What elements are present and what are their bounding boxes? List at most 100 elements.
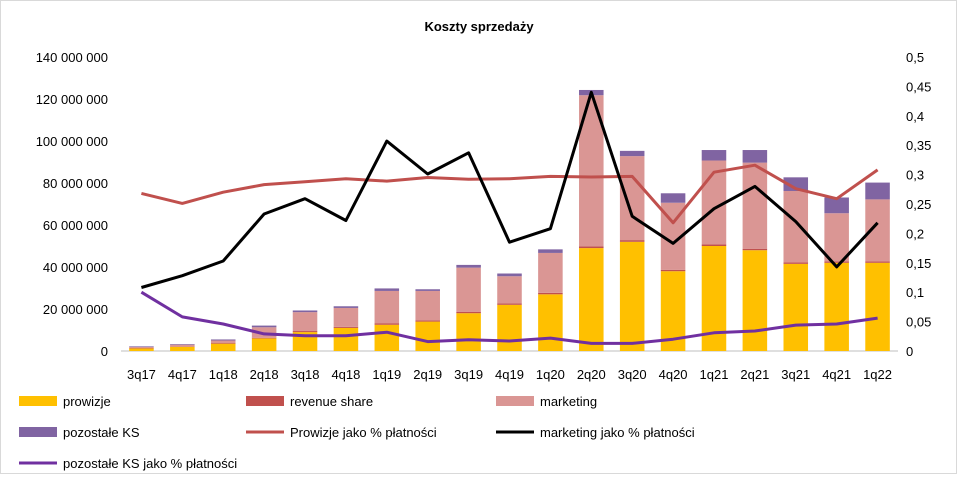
bar-segment bbox=[579, 246, 604, 248]
bar-segment bbox=[538, 293, 563, 294]
left-axis-tick-label: 20 000 000 bbox=[43, 302, 108, 317]
right-axis-tick-label: 0,45 bbox=[906, 79, 931, 94]
bar-segment bbox=[334, 308, 359, 327]
bar-segment bbox=[497, 304, 522, 305]
bar-segment bbox=[375, 323, 400, 324]
left-axis-tick-label: 140 000 000 bbox=[36, 50, 108, 65]
bar-segment bbox=[620, 156, 645, 240]
chart-title: Koszty sprzedaży bbox=[424, 19, 534, 34]
bar-segment bbox=[497, 276, 522, 303]
legend-swatch bbox=[496, 396, 534, 406]
left-axis-tick-label: 60 000 000 bbox=[43, 218, 108, 233]
bar-segment bbox=[620, 151, 645, 156]
series-line bbox=[141, 165, 877, 223]
bar-segment bbox=[415, 320, 440, 321]
x-tick-label: 4q18 bbox=[331, 367, 360, 382]
x-tick-label: 1q20 bbox=[536, 367, 565, 382]
bar-segment bbox=[661, 270, 686, 271]
series-line bbox=[141, 92, 877, 287]
left-axis-tick-label: 80 000 000 bbox=[43, 176, 108, 191]
legend-label: Prowizje jako % płatności bbox=[290, 425, 437, 440]
bar-segment bbox=[293, 310, 318, 312]
bar-segment bbox=[211, 341, 236, 344]
bar-segment bbox=[743, 249, 768, 250]
bar-segment bbox=[293, 331, 318, 332]
bar-segment bbox=[783, 264, 808, 351]
x-tick-label: 4q20 bbox=[659, 367, 688, 382]
x-tick-label: 1q21 bbox=[700, 367, 729, 382]
bar-segment bbox=[456, 268, 481, 312]
bar-segment bbox=[170, 345, 195, 347]
right-axis-tick-label: 0,25 bbox=[906, 197, 931, 212]
bar-segment bbox=[129, 346, 154, 347]
bar-segment bbox=[824, 213, 849, 261]
legend-label: pozostałe KS bbox=[63, 425, 140, 440]
bar-segment bbox=[375, 288, 400, 291]
x-tick-label: 2q18 bbox=[250, 367, 279, 382]
right-axis-tick-label: 0,15 bbox=[906, 256, 931, 271]
legend-label: prowizje bbox=[63, 394, 111, 409]
x-tick-label: 1q19 bbox=[372, 367, 401, 382]
bar-segment bbox=[865, 263, 890, 351]
right-axis-tick-label: 0,1 bbox=[906, 285, 924, 300]
legend-label: marketing bbox=[540, 394, 597, 409]
right-axis-tick-label: 0,05 bbox=[906, 315, 931, 330]
bar-segment bbox=[415, 291, 440, 320]
bar-segment bbox=[211, 344, 236, 351]
bar-segment bbox=[170, 344, 195, 345]
legend-swatch bbox=[246, 396, 284, 406]
bar-segment bbox=[456, 313, 481, 351]
bar-segment bbox=[538, 294, 563, 351]
bar-segment bbox=[415, 289, 440, 291]
bars bbox=[129, 90, 890, 351]
x-tick-label: 1q22 bbox=[863, 367, 892, 382]
legend-label: pozostałe KS jako % płatności bbox=[63, 456, 237, 471]
left-axis-tick-label: 0 bbox=[101, 344, 108, 359]
bar-segment bbox=[334, 328, 359, 351]
bar-segment bbox=[170, 347, 195, 351]
bar-segment bbox=[865, 261, 890, 262]
x-tick-label: 3q20 bbox=[618, 367, 647, 382]
legend-label: marketing jako % płatności bbox=[540, 425, 695, 440]
x-tick-label: 4q21 bbox=[822, 367, 851, 382]
right-axis-tick-label: 0,3 bbox=[906, 168, 924, 183]
bar-segment bbox=[375, 325, 400, 351]
bar-segment bbox=[334, 327, 359, 328]
left-axis-tick-label: 100 000 000 bbox=[36, 134, 108, 149]
bar-segment bbox=[334, 306, 359, 308]
bar-segment bbox=[702, 150, 727, 161]
bar-segment bbox=[620, 242, 645, 351]
left-axis-tick-label: 120 000 000 bbox=[36, 92, 108, 107]
bar-segment bbox=[129, 347, 154, 348]
bar-segment bbox=[538, 253, 563, 293]
legend: prowizje revenue share marketing pozostałe … bbox=[19, 394, 695, 471]
x-tick-label: 3q19 bbox=[454, 367, 483, 382]
bar-segment bbox=[129, 348, 154, 351]
bar-segment bbox=[783, 262, 808, 263]
legend-swatch bbox=[19, 396, 57, 406]
bar-segment bbox=[824, 262, 849, 263]
bar-segment bbox=[620, 240, 645, 242]
right-axis-tick-label: 0 bbox=[906, 344, 913, 359]
bar-segment bbox=[743, 150, 768, 163]
right-axis-tick-label: 0,2 bbox=[906, 226, 924, 241]
bar-segment bbox=[497, 274, 522, 277]
bar-segment bbox=[783, 191, 808, 262]
bar-segment bbox=[415, 322, 440, 351]
bar-segment bbox=[252, 338, 277, 339]
left-axis-tick-label: 40 000 000 bbox=[43, 260, 108, 275]
right-axis-tick-label: 0,4 bbox=[906, 109, 924, 124]
bar-segment bbox=[375, 291, 400, 324]
bar-segment bbox=[252, 326, 277, 328]
bar-segment bbox=[579, 248, 604, 351]
x-tick-label: 4q17 bbox=[168, 367, 197, 382]
bar-segment bbox=[661, 193, 686, 202]
bar-segment bbox=[252, 338, 277, 351]
right-axis-tick-label: 0,5 bbox=[906, 50, 924, 65]
bar-segment bbox=[865, 183, 890, 200]
bar-segment bbox=[497, 305, 522, 351]
legend-label: revenue share bbox=[290, 394, 373, 409]
